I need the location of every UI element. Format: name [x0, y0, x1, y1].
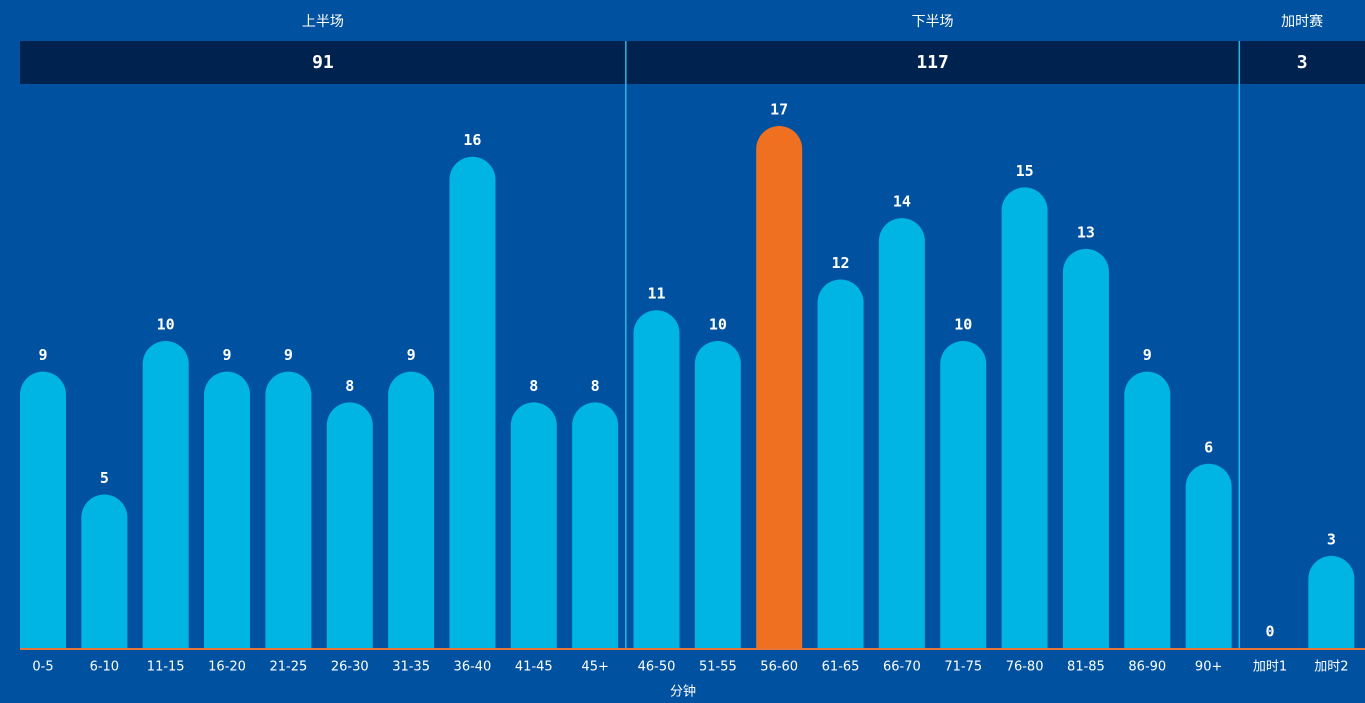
x-tick-label: 76-80 — [1006, 660, 1044, 675]
x-tick-label: 66-70 — [883, 660, 921, 675]
x-tick-label: 61-65 — [822, 660, 860, 675]
value-label: 12 — [832, 254, 850, 272]
value-label: 15 — [1016, 162, 1034, 180]
x-tick-label: 26-30 — [331, 660, 369, 675]
x-tick-label: 0-5 — [32, 660, 53, 675]
value-label: 9 — [38, 346, 47, 364]
x-tick-label: 71-75 — [944, 660, 982, 675]
x-tick-label: 46-50 — [638, 660, 676, 675]
bar — [1001, 187, 1048, 649]
bar — [1062, 248, 1109, 648]
bar — [388, 371, 435, 648]
bar — [142, 340, 189, 648]
section-title: 上半场 — [302, 14, 344, 30]
value-label: 9 — [284, 346, 293, 364]
bar — [756, 126, 803, 648]
x-tick-label: 加时2 — [1314, 660, 1348, 675]
bar — [20, 371, 66, 648]
value-label: 5 — [100, 469, 109, 487]
x-tick-label: 21-25 — [270, 660, 308, 675]
bar — [1308, 555, 1355, 648]
bar — [633, 310, 680, 648]
section-title: 加时赛 — [1281, 14, 1323, 30]
value-label: 9 — [1143, 346, 1152, 364]
x-axis-label: 分钟 — [670, 684, 696, 700]
bar — [817, 279, 864, 648]
value-label: 6 — [1204, 438, 1213, 456]
x-tick-label: 16-20 — [208, 660, 246, 675]
bar — [510, 402, 557, 648]
bar — [204, 371, 251, 648]
x-tick-label: 36-40 — [454, 660, 492, 675]
x-tick-label: 86-90 — [1128, 660, 1166, 675]
section-total: 3 — [1297, 52, 1308, 73]
value-label: 0 — [1265, 623, 1274, 641]
value-label: 9 — [407, 346, 416, 364]
bar — [449, 156, 496, 649]
bar — [81, 494, 128, 648]
header-band — [20, 41, 1365, 84]
x-tick-label: 6-10 — [90, 660, 120, 675]
value-label: 13 — [1077, 223, 1095, 241]
bar — [878, 218, 925, 648]
value-label: 16 — [463, 131, 481, 149]
bar — [326, 402, 373, 648]
x-tick-label: 加时1 — [1253, 660, 1287, 675]
x-tick-label: 45+ — [581, 660, 608, 675]
value-label: 3 — [1327, 530, 1336, 548]
value-label: 14 — [893, 193, 911, 211]
x-tick-label: 51-55 — [699, 660, 737, 675]
value-label: 10 — [954, 315, 972, 333]
value-label: 11 — [647, 285, 665, 303]
x-tick-label: 11-15 — [147, 660, 185, 675]
section-total: 117 — [916, 52, 949, 73]
x-tick-label: 90+ — [1195, 660, 1222, 675]
value-label: 10 — [157, 315, 175, 333]
bar — [694, 340, 741, 648]
bar — [940, 340, 987, 648]
value-label: 17 — [770, 101, 788, 119]
value-label: 8 — [345, 377, 354, 395]
section-total: 91 — [312, 52, 334, 73]
value-label: 8 — [529, 377, 538, 395]
value-label: 10 — [709, 315, 727, 333]
value-label: 8 — [591, 377, 600, 395]
section-title: 下半场 — [912, 14, 954, 30]
bar — [572, 402, 619, 648]
x-tick-label: 81-85 — [1067, 660, 1105, 675]
value-label: 9 — [223, 346, 232, 364]
x-tick-label: 31-35 — [392, 660, 430, 675]
bar — [1124, 371, 1171, 648]
bar — [265, 371, 312, 648]
bar — [1185, 463, 1232, 648]
x-tick-label: 41-45 — [515, 660, 553, 675]
x-tick-label: 56-60 — [760, 660, 798, 675]
